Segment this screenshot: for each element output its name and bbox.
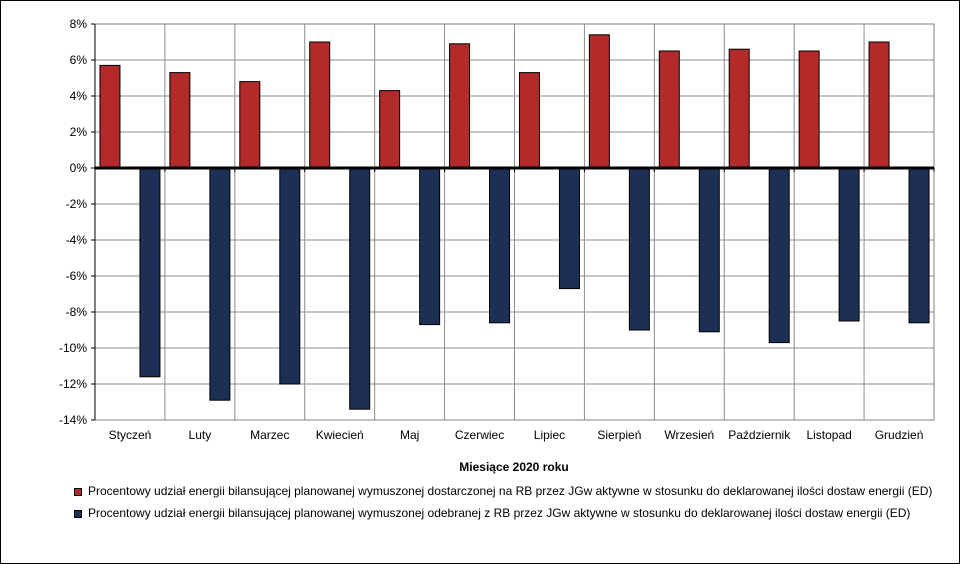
bar-received [349, 167, 371, 410]
legend: Procentowy udział energii bilansującej p… [74, 484, 944, 528]
legend-label-received: Procentowy udział energii bilansującej p… [88, 506, 911, 520]
bar-received [489, 167, 511, 324]
y-tick-label: 0% [70, 161, 88, 175]
x-tick-label: Grudzień [875, 428, 924, 442]
bar-received [838, 167, 860, 322]
y-tick-label: -4% [66, 233, 88, 247]
x-tick-label: Marzec [250, 428, 289, 442]
legend-swatch-received [74, 510, 82, 518]
x-tick-label: Lipiec [534, 428, 565, 442]
y-tick-label: -8% [66, 305, 88, 319]
x-tick-label: Kwiecień [316, 428, 364, 442]
bar-received [139, 167, 161, 378]
y-tick-label: -12% [59, 377, 87, 391]
x-tick-label: Listopad [806, 428, 851, 442]
y-tick-label: -2% [66, 197, 88, 211]
x-tick-label: Październik [728, 428, 791, 442]
y-tick-labels: 8% 6% 4% 2% 0% -2% -4% -6% -8% -10% -12% -14% [59, 17, 87, 427]
bar-received [558, 167, 580, 290]
bar-received [209, 167, 231, 401]
bar-delivered [728, 48, 750, 169]
bar-delivered [449, 43, 471, 169]
y-tick-label: 6% [70, 53, 88, 67]
bar-delivered [169, 72, 191, 169]
bar-delivered [518, 72, 540, 169]
y-tick-label: -6% [66, 269, 88, 283]
y-tick-label: -10% [59, 341, 87, 355]
bar-delivered [99, 64, 121, 169]
x-tick-label: Maj [400, 428, 419, 442]
bar-received [768, 167, 790, 344]
bar-delivered [658, 50, 680, 169]
bars-layer [99, 34, 930, 410]
axis-layer [91, 23, 935, 421]
bar-delivered [868, 41, 890, 169]
bar-received [908, 167, 930, 324]
bar-received [698, 167, 720, 333]
x-tick-labels: Styczeń Luty Marzec Kwiecień Maj Czerwiec Lipi… [109, 428, 924, 442]
y-tick-label: 8% [70, 17, 88, 31]
x-axis-title: Miesiące 2020 roku [459, 460, 568, 474]
legend-swatch-delivered [74, 488, 82, 496]
x-tick-label: Styczeń [109, 428, 152, 442]
legend-label-delivered: Procentowy udział energii bilansującej p… [88, 484, 933, 498]
x-tick-label: Czerwiec [455, 428, 504, 442]
bar-delivered [588, 34, 610, 169]
bar-delivered [309, 41, 331, 169]
legend-item-received: Procentowy udział energii bilansującej p… [74, 506, 944, 521]
legend-item-delivered: Procentowy udział energii bilansującej p… [74, 484, 944, 499]
bar-delivered [239, 81, 261, 169]
x-tick-label: Wrzesień [664, 428, 714, 442]
bar-received [628, 167, 650, 331]
bar-received [279, 167, 301, 385]
bar-delivered [798, 50, 820, 169]
bar-received [419, 167, 441, 326]
x-tick-label: Sierpień [597, 428, 641, 442]
bar-delivered [379, 90, 401, 169]
y-tick-label: 2% [70, 125, 88, 139]
y-tick-label: -14% [59, 413, 87, 427]
x-tick-label: Luty [189, 428, 212, 442]
y-tick-label: 4% [70, 89, 88, 103]
